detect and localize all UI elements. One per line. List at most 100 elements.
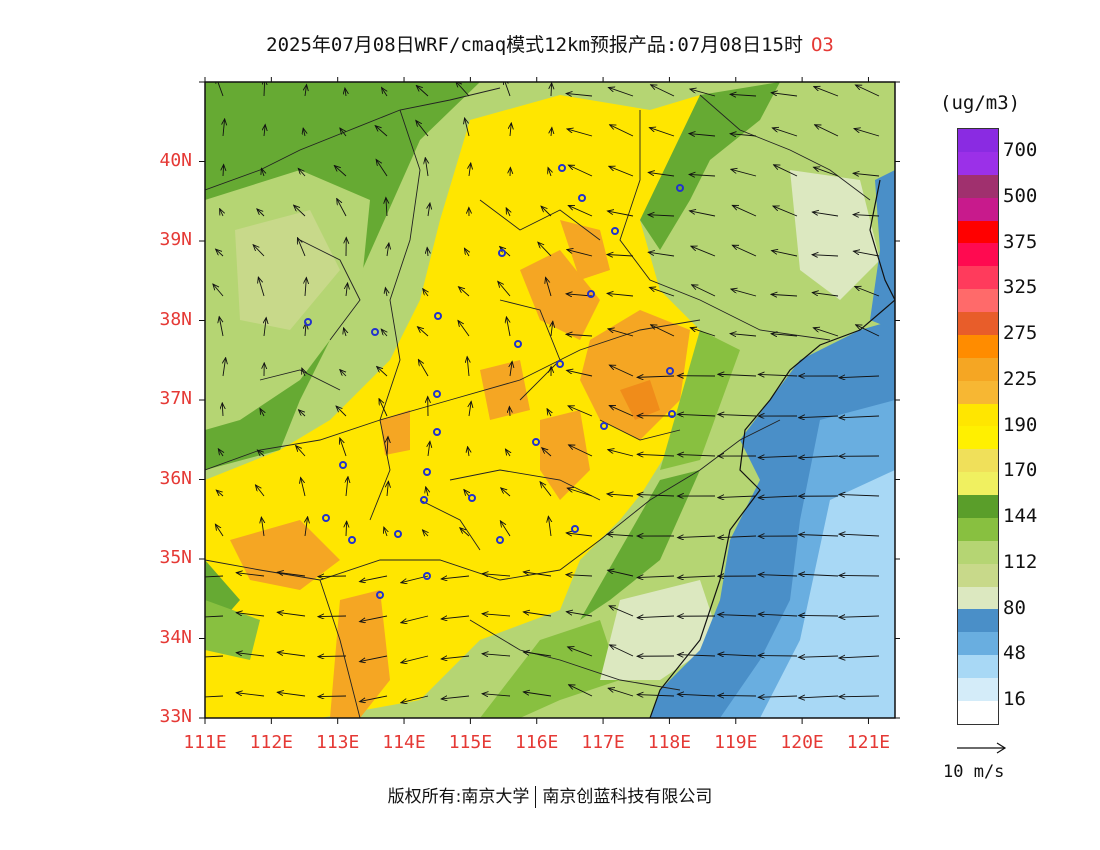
wind-arrow (546, 277, 552, 297)
wind-arrow (718, 414, 757, 416)
colorbar-segment (958, 495, 998, 518)
wind-arrow (360, 695, 388, 702)
wind-arrow (213, 284, 224, 297)
lat-label: 34N (159, 626, 192, 648)
wind-arrow (464, 248, 469, 257)
wind-arrow (718, 615, 757, 616)
wind-arrow (812, 212, 839, 217)
wind-arrow (541, 206, 552, 217)
wind-arrow (523, 692, 552, 697)
colorbar-segment (958, 540, 998, 564)
lon-label: 112E (249, 732, 294, 753)
wind-arrow (609, 606, 634, 617)
wind-arrow (692, 285, 716, 297)
wind-arrow (607, 255, 634, 256)
wind-vectors (205, 82, 880, 702)
city-marker (434, 312, 442, 320)
wind-arrow (277, 612, 306, 617)
wind-arrow (730, 334, 757, 336)
wind-arrow (498, 281, 511, 297)
wind-arrow (482, 574, 511, 576)
city-marker (339, 461, 347, 469)
wind-arrow (422, 530, 428, 536)
city-marker (587, 290, 595, 298)
colorbar-level-label: 190 (1003, 413, 1038, 436)
wind-arrow (548, 516, 551, 537)
wind-arrow (608, 688, 634, 697)
wind-arrow (425, 158, 428, 177)
wind-arrow (236, 693, 265, 697)
wind-arrow (690, 328, 716, 337)
wind-arrow (648, 252, 675, 257)
wind-arrow (456, 82, 470, 97)
city-marker (322, 514, 330, 522)
wind-arrow (799, 696, 839, 698)
city-marker (433, 390, 441, 398)
wind-arrow (223, 358, 226, 377)
colorbar-segment (958, 517, 998, 541)
wind-arrow (648, 215, 675, 216)
wind-arrow (718, 654, 757, 656)
colorbar-segment (958, 129, 998, 152)
lat-label: 38N (159, 308, 192, 330)
wind-arrow (510, 123, 511, 137)
wind-arrow (609, 365, 634, 377)
lat-label: 35N (159, 547, 192, 568)
wind-arrow (649, 287, 675, 297)
wind-arrow (839, 494, 880, 496)
wind-arrow (758, 655, 798, 656)
title-main: 2025年07月08日WRF/cmaq模式12km预报产品:07月08日15时 (266, 34, 803, 56)
city-marker (666, 367, 674, 375)
lat-label: 37N (159, 388, 192, 409)
wind-arrow (678, 414, 716, 416)
wind-arrow (651, 85, 675, 97)
wind-arrow (340, 370, 347, 377)
colorbar-segment (958, 472, 998, 495)
wind-arrow (607, 211, 634, 217)
wind-arrow (637, 454, 675, 456)
wind-arrow (506, 317, 510, 337)
wind-arrow (468, 447, 469, 457)
wind-arrow (205, 655, 224, 658)
wind-arrow (318, 616, 347, 617)
colorbar-segment (958, 380, 998, 404)
wind-arrow (772, 251, 798, 257)
wind-arrow (567, 250, 593, 257)
wind-arrow (569, 445, 593, 457)
wind-arrow (264, 318, 266, 337)
wind-arrow (538, 242, 552, 257)
wind-arrow (772, 128, 798, 137)
wind-arrow (318, 656, 347, 657)
wind-arrow (731, 289, 757, 297)
wind-arrow (523, 612, 552, 617)
wind-arrow (799, 456, 839, 458)
city-marker (532, 438, 540, 446)
city-marker (394, 530, 402, 538)
wind-arrow (385, 288, 387, 297)
wind-arrow (236, 613, 265, 617)
wind-arrow (303, 128, 305, 137)
copyright-owner: 版权所有:南京大学 (387, 787, 530, 807)
wind-arrow (758, 374, 798, 376)
wind-arrow (812, 255, 839, 256)
wind-arrow (608, 87, 634, 97)
city-marker (676, 184, 684, 192)
wind-arrow (255, 485, 265, 497)
wind-arrow (418, 360, 429, 377)
wind-arrow (264, 125, 265, 137)
wind-arrow (261, 517, 264, 537)
wind-arrow (566, 93, 593, 96)
wind-arrow (773, 206, 798, 217)
wind-arrow (220, 209, 223, 217)
wind-arrow (417, 327, 429, 337)
wind-arrow (257, 450, 265, 457)
wind-arrow (336, 406, 347, 417)
wind-arrow (504, 82, 511, 97)
city-marker (498, 249, 506, 257)
lon-label: 114E (382, 732, 426, 753)
city-marker (668, 410, 676, 418)
wind-arrow (637, 616, 675, 618)
wind-arrow (215, 524, 224, 537)
colorbar-segment (958, 700, 998, 724)
wind-arrow (758, 496, 798, 498)
